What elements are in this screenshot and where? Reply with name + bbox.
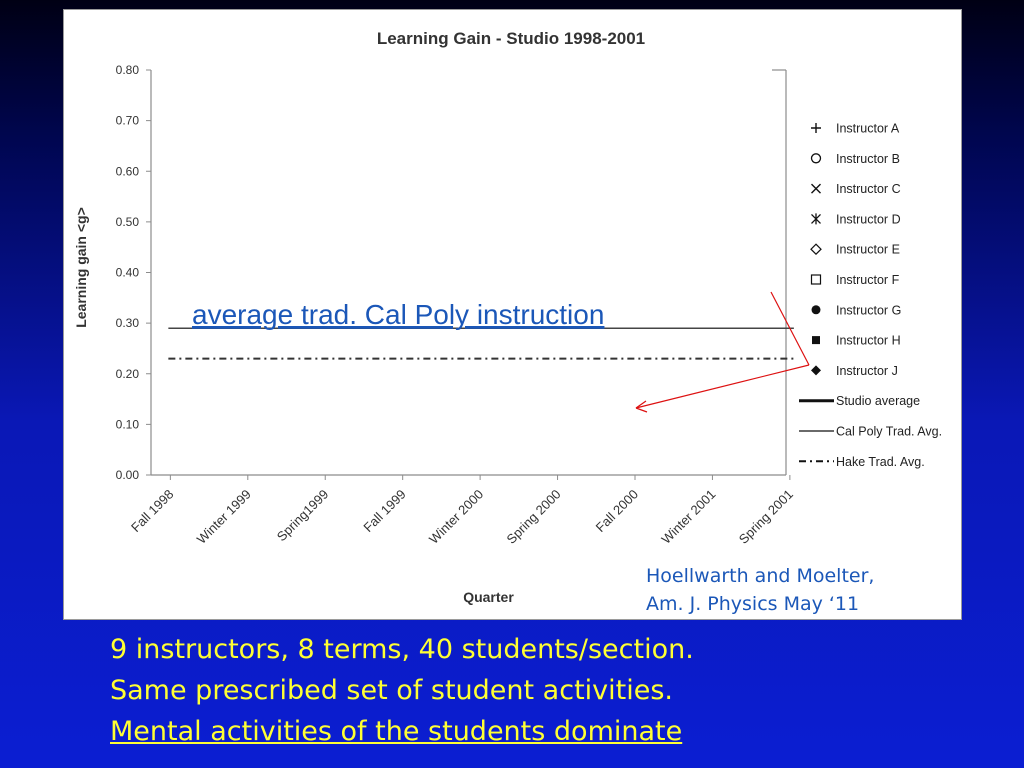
diamond-open-marker — [810, 243, 822, 256]
x-tick-label: Spring1999 — [274, 487, 332, 545]
legend-label: Instructor E — [836, 243, 900, 257]
y-tick-label: 0.20 — [116, 367, 140, 381]
y-tick-label: 0.00 — [116, 468, 140, 482]
circle-open-marker — [810, 153, 822, 164]
square-open-marker — [810, 274, 822, 285]
legend-label: Cal Poly Trad. Avg. — [836, 425, 942, 439]
summary-line-3: Mental activities of the students domina… — [110, 716, 683, 747]
diamond-filled-marker — [811, 365, 821, 376]
x-tick-label: Fall 1999 — [360, 487, 408, 535]
legend-label: Instructor B — [836, 152, 900, 166]
plus-marker — [811, 123, 821, 133]
y-tick-label: 0.40 — [116, 266, 140, 280]
summary-line-1: 9 instructors, 8 terms, 40 students/sect… — [110, 634, 694, 665]
y-axis-label: Learning gain <g> — [73, 207, 89, 328]
x-tick-label: Winter 2001 — [658, 487, 718, 547]
y-tick-label: 0.80 — [116, 63, 140, 77]
legend-label: Instructor J — [836, 364, 898, 378]
asterisk-marker — [811, 213, 821, 225]
legend-label: Studio average — [836, 394, 920, 408]
chart-panel: Learning Gain - Studio 1998-2001 0.00 0.10… — [63, 9, 962, 620]
x-tick-label: Spring 2001 — [736, 487, 796, 547]
x-axis-label: Quarter — [463, 589, 514, 605]
square-filled-marker — [812, 336, 820, 345]
x-tick-label: Spring 2000 — [503, 487, 563, 547]
y-tick-label: 0.70 — [116, 114, 140, 128]
x-marker — [811, 183, 821, 194]
x-tick-label: Fall 1998 — [128, 487, 176, 535]
arrow-segment-2 — [635, 364, 810, 409]
legend-label: Instructor F — [836, 273, 900, 287]
chart-svg: Learning Gain - Studio 1998-2001 0.00 0.10… — [73, 29, 942, 605]
arrowhead-icon — [635, 400, 648, 413]
legend-label: Instructor C — [836, 182, 901, 196]
chart-title: Learning Gain - Studio 1998-2001 — [377, 29, 645, 48]
y-tick-label: 0.30 — [116, 316, 140, 330]
x-tick-label: Winter 2000 — [426, 487, 486, 547]
summary-text: 9 instructors, 8 terms, 40 students/sect… — [110, 629, 694, 752]
legend-label: Hake Trad. Avg. — [836, 455, 925, 469]
citation-line-2: Am. J. Physics May ‘11 — [646, 593, 860, 615]
y-tick-label: 0.50 — [116, 215, 140, 229]
legend-label: Instructor D — [836, 212, 901, 226]
legend-label: Instructor A — [836, 122, 900, 136]
citation: Hoellwarth and Moelter, Am. J. Physics M… — [646, 562, 874, 618]
y-tick-label: 0.10 — [116, 417, 140, 431]
y-tick-label: 0.60 — [116, 164, 140, 178]
legend-label: Instructor G — [836, 303, 901, 317]
summary-line-2: Same prescribed set of student activitie… — [110, 675, 673, 706]
annotation-text: average trad. Cal Poly instruction — [192, 299, 604, 330]
legend-label: Instructor H — [836, 334, 901, 348]
arrow-segment-1 — [770, 291, 810, 366]
x-tick-label: Fall 2000 — [593, 487, 641, 535]
circle-filled-marker — [811, 305, 821, 315]
citation-line-1: Hoellwarth and Moelter, — [646, 565, 875, 587]
x-tick-label: Winter 1999 — [194, 487, 254, 547]
